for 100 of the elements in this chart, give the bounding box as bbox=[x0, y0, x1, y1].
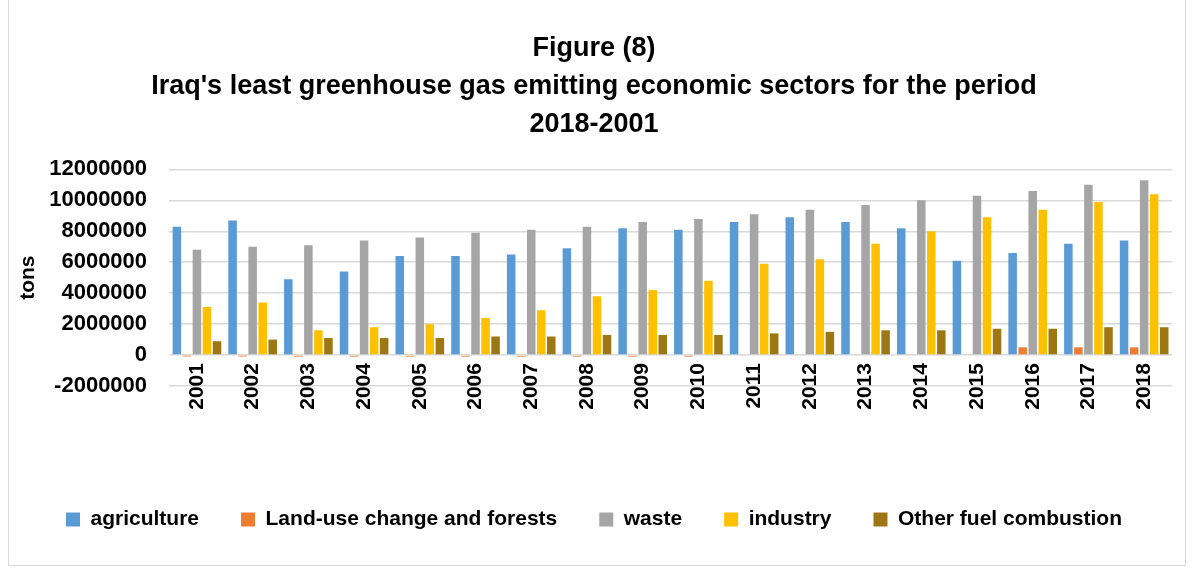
bar bbox=[972, 195, 982, 355]
bar bbox=[769, 333, 779, 355]
bar bbox=[749, 214, 759, 355]
x-tick-label: 2006 bbox=[462, 363, 486, 410]
bar bbox=[871, 243, 880, 355]
bar bbox=[592, 296, 602, 355]
bar bbox=[714, 334, 723, 355]
bar bbox=[425, 324, 435, 355]
y-tick-label: 6000000 bbox=[61, 248, 148, 274]
bar bbox=[268, 339, 277, 355]
bar bbox=[192, 249, 202, 355]
bar bbox=[258, 302, 267, 355]
bar bbox=[359, 240, 369, 355]
bar bbox=[506, 254, 516, 355]
chart-title: Figure (8) Iraq's least greenhouse gas emitting economic sectors for the period 2018-2001 bbox=[151, 32, 1037, 138]
bar bbox=[172, 226, 182, 355]
bar bbox=[1104, 327, 1113, 355]
bar bbox=[602, 334, 612, 355]
bar bbox=[825, 331, 835, 355]
bar bbox=[952, 260, 962, 355]
x-tick-label: 2015 bbox=[963, 362, 987, 410]
bar bbox=[1159, 327, 1169, 355]
y-tick-label: 4000000 bbox=[61, 279, 148, 305]
bar bbox=[481, 317, 490, 355]
bar bbox=[228, 220, 237, 355]
bar bbox=[451, 256, 460, 355]
bar bbox=[1119, 240, 1129, 355]
bar bbox=[982, 217, 992, 355]
bar bbox=[896, 228, 906, 355]
x-tick-label: 2012 bbox=[796, 363, 820, 410]
bar bbox=[1038, 209, 1047, 355]
bar bbox=[435, 338, 445, 355]
y-tick-label: 12000000 bbox=[49, 155, 148, 181]
bar bbox=[395, 256, 405, 355]
x-tick-label: 2017 bbox=[1075, 363, 1099, 410]
bar bbox=[562, 248, 572, 355]
y-tick-label: 0 bbox=[134, 341, 148, 367]
bar bbox=[1048, 328, 1058, 355]
bar bbox=[841, 222, 850, 355]
bar bbox=[927, 231, 936, 355]
bar bbox=[785, 217, 795, 355]
bar bbox=[369, 327, 379, 355]
bar bbox=[694, 218, 703, 355]
x-tick-label: 2005 bbox=[406, 362, 430, 410]
bar bbox=[1149, 194, 1159, 355]
bar bbox=[1129, 347, 1139, 355]
bar bbox=[658, 334, 667, 355]
x-tick-label: 2004 bbox=[350, 362, 374, 410]
bar bbox=[937, 330, 946, 355]
bar bbox=[1074, 347, 1083, 355]
legend-label: Land-use change and forests bbox=[265, 506, 558, 530]
bar bbox=[547, 336, 556, 355]
legend-label: Other fuel combustion bbox=[897, 506, 1122, 530]
bar bbox=[248, 246, 257, 355]
bar bbox=[324, 338, 333, 355]
bar bbox=[339, 271, 349, 355]
bar bbox=[314, 330, 323, 355]
bar bbox=[491, 336, 500, 355]
bar bbox=[1008, 252, 1017, 355]
bar bbox=[1139, 180, 1149, 355]
bar bbox=[805, 209, 815, 355]
legend-label: agriculture bbox=[90, 506, 200, 530]
bar bbox=[471, 232, 480, 355]
y-axis-title: tons bbox=[15, 255, 39, 300]
bar bbox=[1064, 243, 1073, 355]
y-tick-label: 10000000 bbox=[49, 186, 148, 212]
x-tick-label: 2011 bbox=[740, 362, 764, 409]
y-tick-label: 8000000 bbox=[61, 217, 148, 243]
x-tick-label: 2001 bbox=[183, 362, 207, 410]
bar bbox=[638, 222, 647, 355]
x-tick-label: 2009 bbox=[629, 363, 653, 410]
bar bbox=[674, 229, 683, 355]
bar bbox=[415, 237, 425, 355]
y-tick-label: 2000000 bbox=[61, 310, 148, 336]
bar bbox=[881, 330, 890, 355]
bar bbox=[304, 245, 313, 355]
bar bbox=[284, 279, 293, 355]
bar bbox=[815, 259, 825, 355]
y-tick-label: -2000000 bbox=[54, 372, 148, 398]
x-tick-label: 2018 bbox=[1130, 362, 1154, 410]
bar bbox=[212, 341, 222, 355]
bar bbox=[861, 204, 870, 355]
x-tick-label: 2002 bbox=[239, 363, 263, 410]
bar bbox=[379, 338, 389, 355]
legend-label: waste bbox=[622, 506, 683, 530]
bar bbox=[759, 263, 769, 355]
x-tick-label: 2010 bbox=[685, 363, 709, 410]
bar bbox=[648, 290, 657, 355]
bar bbox=[537, 310, 546, 355]
x-tick-label: 2008 bbox=[573, 362, 597, 410]
bar bbox=[582, 226, 592, 355]
bar bbox=[202, 307, 212, 355]
bar bbox=[1028, 191, 1037, 355]
bar bbox=[729, 222, 739, 355]
x-tick-label: 2007 bbox=[518, 363, 542, 410]
x-tick-label: 2016 bbox=[1019, 363, 1043, 410]
bar bbox=[704, 280, 713, 355]
bar bbox=[1018, 347, 1027, 355]
bar bbox=[526, 229, 536, 355]
x-tick-label: 2003 bbox=[295, 363, 319, 410]
